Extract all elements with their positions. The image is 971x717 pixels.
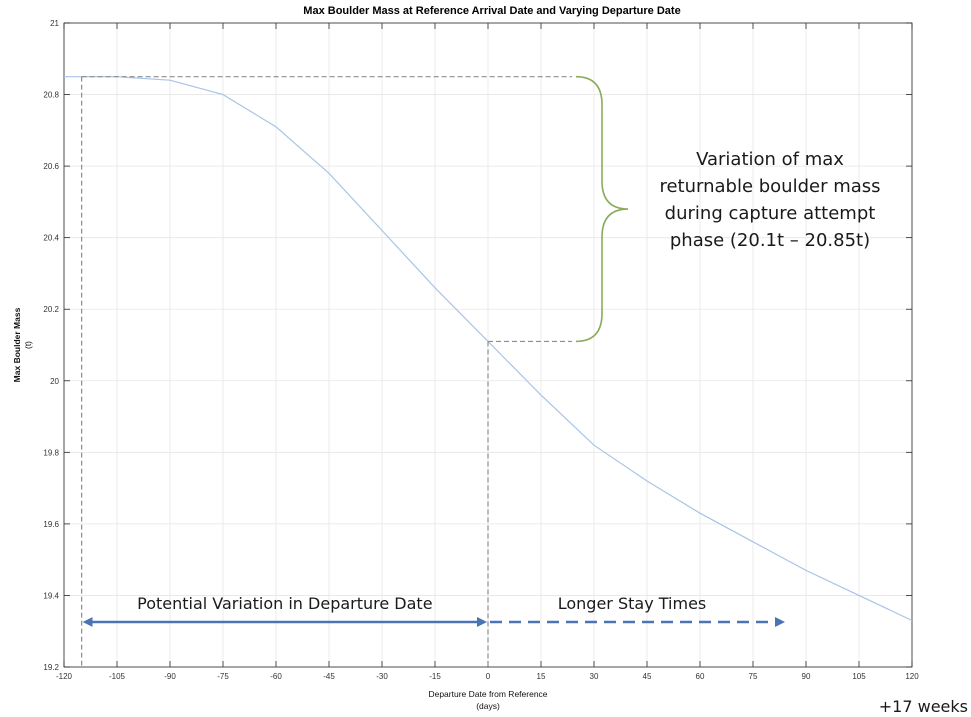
y-tick-label: 20.2 <box>43 305 59 314</box>
y-tick-label: 19.6 <box>43 520 59 529</box>
brace-annotation-line: Variation of max <box>696 149 844 170</box>
x-tick-label: -75 <box>217 672 229 681</box>
y-tick-label: 19.2 <box>43 663 59 672</box>
y-tick-label: 20.6 <box>43 162 59 171</box>
x-axis-label-line2: (days) <box>476 701 500 711</box>
y-tick-label: 21 <box>50 19 59 28</box>
y-axis-label-line1: Max Boulder Mass <box>12 307 22 382</box>
x-tick-label: 0 <box>486 672 491 681</box>
x-tick-label: -15 <box>429 672 441 681</box>
y-tick-label: 20.8 <box>43 91 59 100</box>
x-tick-label: -105 <box>109 672 126 681</box>
chart-title: Max Boulder Mass at Reference Arrival Da… <box>303 5 680 17</box>
x-tick-label: -120 <box>56 672 73 681</box>
brace-annotation-line: returnable boulder mass <box>659 176 880 197</box>
x-axis-label-line1: Departure Date from Reference <box>428 689 547 699</box>
x-tick-label: 15 <box>537 672 546 681</box>
x-tick-label: -60 <box>270 672 282 681</box>
curly-brace <box>575 75 629 343</box>
annotation-layer: Variation of max returnable boulder mass d… <box>81 75 881 667</box>
y-tick-label: 20.4 <box>43 234 59 243</box>
x-tick-label: 90 <box>802 672 811 681</box>
x-tick-label: 105 <box>852 672 866 681</box>
x-tick-label: 75 <box>749 672 758 681</box>
x-tick-label: 45 <box>643 672 652 681</box>
arrow-right-label: Longer Stay Times <box>558 594 707 613</box>
x-tick-label: -45 <box>323 672 335 681</box>
y-tick-label: 20 <box>50 377 59 386</box>
y-axis-label-line2: (t) <box>23 341 33 349</box>
arrow-left-label: Potential Variation in Departure Date <box>137 594 432 613</box>
brace-annotation-line: phase (20.1t – 20.85t) <box>670 230 870 251</box>
y-tick-label: 19.4 <box>43 591 59 600</box>
x-tick-label: -30 <box>376 672 388 681</box>
x-tick-label: 60 <box>696 672 705 681</box>
plot-frame <box>63 22 913 668</box>
gridlines <box>63 22 913 668</box>
brace-annotation-line: during capture attempt <box>665 203 876 224</box>
footer-note: +17 weeks <box>879 697 968 716</box>
y-tick-label: 19.8 <box>43 448 59 457</box>
x-tick-label: 30 <box>590 672 599 681</box>
x-tick-label: 120 <box>905 672 919 681</box>
x-tick-label: -90 <box>164 672 176 681</box>
tick-labels: -120 -105 -90 -75 -60 -45 -30 -15 0 15 30 45 60 75 90 1… <box>43 19 919 681</box>
